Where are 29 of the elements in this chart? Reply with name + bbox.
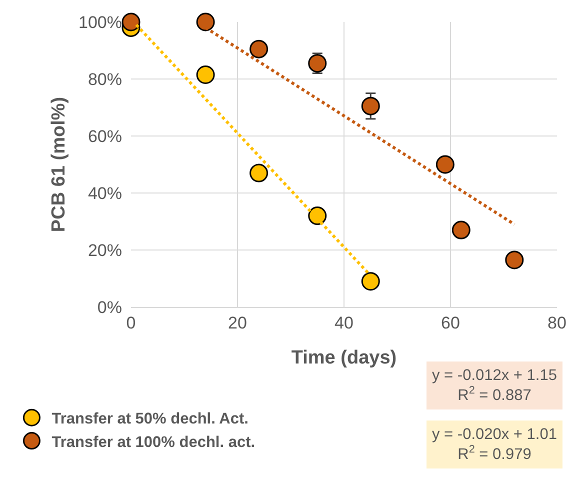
y-tick-label: 60% bbox=[88, 126, 122, 146]
point bbox=[308, 206, 327, 226]
point bbox=[361, 96, 380, 116]
point bbox=[250, 40, 268, 58]
text: y = -0.012x + 1.15 R$^{2}$ = 0.887 bbox=[432, 367, 557, 404]
y-tick-label: 20% bbox=[88, 240, 122, 260]
x-tick-label: 60 bbox=[441, 314, 460, 333]
text: y = -0.020x + 1.01 R$^{2}$ = 0.979 bbox=[432, 426, 557, 464]
point bbox=[308, 54, 327, 73]
y-tick-label: 100% bbox=[78, 12, 122, 32]
x-axis-title: Time (days) bbox=[291, 347, 397, 368]
legend-label: Transfer at 100% dechl. act. bbox=[52, 434, 256, 451]
y-axis-title: PCB 61 (mol%) bbox=[48, 96, 70, 232]
point bbox=[361, 272, 380, 291]
y-tick-label: 80% bbox=[88, 70, 122, 89]
x-tick-label: 80 bbox=[548, 314, 566, 333]
legend-label: Transfer at 50% dechl. Act. bbox=[52, 410, 248, 428]
point bbox=[250, 164, 268, 182]
point bbox=[505, 250, 524, 270]
point bbox=[196, 12, 215, 32]
point bbox=[452, 220, 470, 240]
x-tick-label: 0 bbox=[126, 314, 136, 333]
point bbox=[436, 155, 454, 174]
point bbox=[122, 12, 140, 32]
x-tick-label: 40 bbox=[334, 314, 354, 333]
x-tick-label: 20 bbox=[228, 314, 247, 333]
point bbox=[196, 65, 215, 84]
y-tick-label: 40% bbox=[88, 184, 122, 203]
y-tick-label: 0% bbox=[97, 298, 122, 317]
